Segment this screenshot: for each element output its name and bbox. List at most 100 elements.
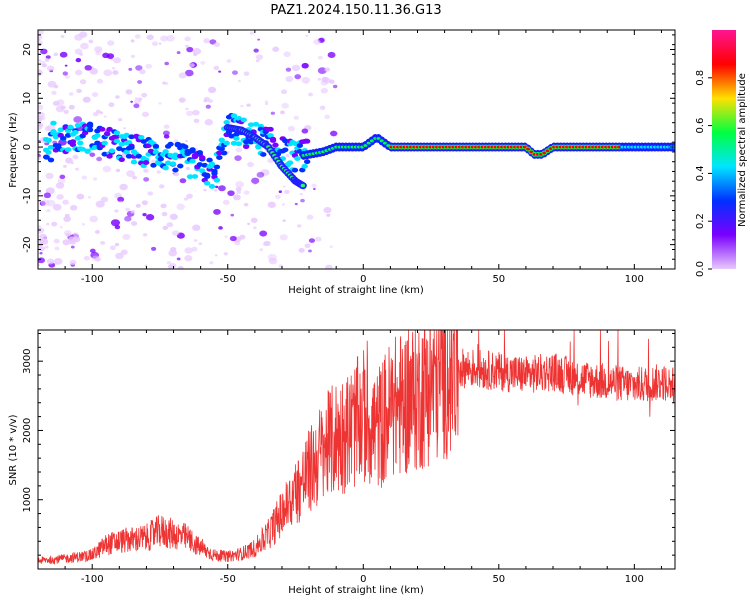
spectral-noise-point bbox=[117, 196, 125, 203]
spectral-noise-point bbox=[327, 51, 336, 58]
spectral-noise-point bbox=[177, 265, 184, 269]
spectral-noise-point bbox=[281, 203, 285, 206]
spectral-noise-point bbox=[59, 174, 66, 180]
spectral-noise-point bbox=[218, 70, 222, 73]
spectral-noise-point bbox=[186, 46, 194, 53]
spectral-noise-point bbox=[126, 170, 136, 178]
spectral-ridge-point bbox=[213, 177, 221, 183]
spectral-noise-point bbox=[317, 67, 327, 75]
colorbar-tick-label: 0.0 bbox=[695, 261, 706, 277]
spectral-noise-point bbox=[247, 222, 251, 225]
spectral-noise-point bbox=[189, 63, 195, 68]
spectral-noise-point bbox=[301, 128, 309, 134]
spectrogram-x-label: Height of straight line (km) bbox=[288, 285, 424, 296]
spectral-noise-point bbox=[65, 233, 71, 237]
spectral-noise-point bbox=[267, 157, 275, 164]
spectral-noise-point bbox=[134, 34, 141, 39]
spectral-noise-point bbox=[38, 30, 44, 36]
spectral-noise-point bbox=[324, 114, 330, 119]
spectral-noise-point bbox=[185, 44, 189, 48]
spectral-ridge-point bbox=[189, 158, 196, 164]
spectral-ridge-point bbox=[125, 153, 133, 159]
spectral-noise-point bbox=[95, 257, 101, 262]
spectral-noise-point bbox=[73, 232, 79, 237]
spectral-noise-point bbox=[64, 64, 68, 67]
spectral-noise-point bbox=[96, 156, 103, 162]
spectral-ridge-point bbox=[221, 150, 228, 156]
spectral-noise-point bbox=[205, 104, 211, 109]
x-tick-label: -100 bbox=[81, 574, 104, 585]
spectral-noise-point bbox=[89, 152, 96, 157]
spectral-noise-point bbox=[299, 192, 303, 196]
spectral-noise-point bbox=[284, 189, 290, 195]
spectral-noise-point bbox=[91, 92, 99, 98]
spectral-ridge-point bbox=[294, 156, 301, 161]
spectral-noise-point bbox=[235, 147, 243, 153]
spectral-ridge-point bbox=[128, 134, 135, 140]
spectral-noise-point bbox=[64, 213, 70, 218]
colorbar-bar bbox=[712, 30, 736, 269]
spectral-branch-core bbox=[300, 183, 306, 188]
spectral-noise-point bbox=[176, 257, 181, 261]
colorbar-label: Normalized spectral amplitude bbox=[737, 73, 748, 227]
spectral-ridge-point bbox=[64, 147, 72, 153]
spectral-noise-point bbox=[100, 240, 106, 245]
spectral-noise-point bbox=[122, 233, 131, 241]
spectral-noise-point bbox=[125, 89, 133, 95]
spectral-noise-point bbox=[52, 203, 62, 211]
snr-frame bbox=[37, 329, 676, 570]
spectral-noise-point bbox=[164, 81, 169, 86]
spectral-noise-point bbox=[218, 226, 223, 230]
spectral-ridge-point bbox=[272, 142, 279, 148]
spectral-ridge-point bbox=[199, 155, 206, 161]
spectral-noise-point bbox=[193, 118, 200, 124]
spectral-noise-point bbox=[130, 54, 136, 58]
spectral-noise-point bbox=[139, 69, 146, 75]
spectral-ridge-point bbox=[233, 131, 240, 137]
spectral-noise-point bbox=[150, 246, 157, 251]
spectral-noise-point bbox=[143, 168, 149, 173]
spectral-noise-point bbox=[325, 264, 333, 269]
spectral-noise-point bbox=[112, 70, 119, 75]
spectral-noise-point bbox=[203, 38, 210, 44]
spectral-noise-point bbox=[160, 35, 168, 42]
spectral-noise-point bbox=[172, 230, 180, 236]
spectral-noise-point bbox=[53, 52, 59, 57]
spectral-noise-point bbox=[305, 34, 309, 37]
spectral-noise-point bbox=[81, 175, 88, 180]
x-tick-label: -100 bbox=[81, 274, 104, 285]
spectral-ridge-point bbox=[55, 143, 62, 149]
spectral-noise-point bbox=[151, 41, 159, 47]
spectral-ridge-point bbox=[91, 145, 99, 150]
spectral-noise-point bbox=[255, 59, 260, 63]
spectral-noise-point bbox=[162, 130, 170, 136]
spectral-ridge-point bbox=[291, 167, 299, 173]
spectral-noise-point bbox=[329, 130, 338, 137]
spectral-ridge-point bbox=[162, 165, 169, 171]
spectral-noise-point bbox=[313, 187, 316, 190]
x-tick-label: 0 bbox=[360, 574, 366, 585]
spectral-noise-point bbox=[179, 98, 185, 103]
spectral-noise-point bbox=[179, 178, 187, 184]
spectral-noise-point bbox=[115, 252, 124, 260]
spectral-noise-point bbox=[130, 221, 138, 226]
spectral-ridge-core bbox=[369, 139, 374, 143]
spectral-noise-point bbox=[62, 71, 69, 76]
spectral-noise-point bbox=[72, 154, 79, 160]
spectral-ridge-point bbox=[45, 149, 52, 155]
spectral-noise-point bbox=[38, 246, 45, 252]
spectral-noise-point bbox=[38, 104, 44, 111]
spectral-noise-point bbox=[57, 177, 66, 184]
spectral-noise-point bbox=[94, 230, 100, 234]
spectral-ridge-point bbox=[233, 136, 240, 141]
spectral-noise-point bbox=[143, 177, 150, 182]
spectral-ridge-point bbox=[216, 150, 223, 156]
colorbar: 0.0 0.2 0.4 0.6 0.8 Normalized spectral ampl… bbox=[695, 30, 748, 277]
spectral-noise-point bbox=[103, 69, 113, 77]
spectral-noise-point bbox=[185, 139, 188, 143]
spectral-noise-point bbox=[64, 74, 70, 79]
spectral-noise-point bbox=[114, 242, 120, 247]
spectral-ridge-point bbox=[240, 117, 247, 123]
spectral-ridge-point bbox=[208, 184, 216, 189]
spectral-noise-point bbox=[272, 46, 280, 52]
